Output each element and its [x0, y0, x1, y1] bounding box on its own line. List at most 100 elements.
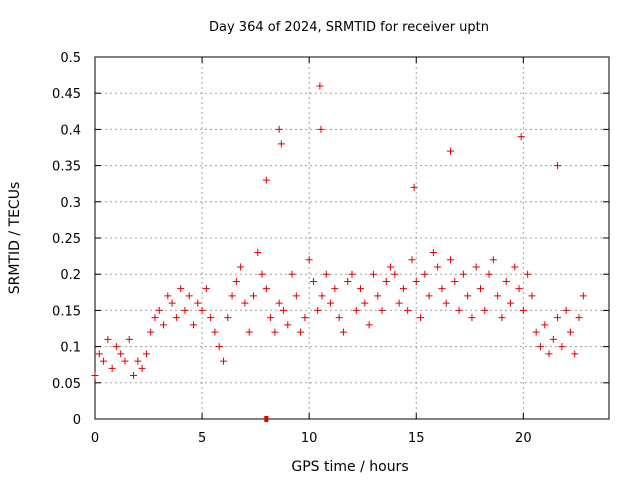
data-point: [224, 314, 232, 322]
data-point: [130, 372, 138, 380]
data-point: [202, 285, 210, 293]
data-point: [391, 270, 399, 278]
data-point: [412, 277, 420, 285]
data-point: [284, 321, 292, 329]
data-point: [121, 357, 129, 365]
data-point: [374, 292, 382, 300]
data-point: [275, 125, 283, 133]
data-point: [434, 263, 442, 271]
data-point: [292, 292, 300, 300]
data-point: [277, 140, 285, 148]
data-point: [382, 277, 390, 285]
data-point: [532, 328, 540, 336]
data-point: [232, 277, 240, 285]
data-point: [571, 350, 579, 358]
data-point: [125, 335, 133, 343]
data-point: [442, 299, 450, 307]
data-point: [528, 292, 536, 300]
data-point: [164, 292, 172, 300]
data-point: [554, 314, 562, 322]
data-point: [468, 314, 476, 322]
data-point: [198, 306, 206, 314]
data-point: [177, 285, 185, 293]
y-tick-label: 0.05: [52, 377, 81, 392]
data-point: [91, 372, 99, 380]
data-point: [318, 292, 326, 300]
data-point: [348, 270, 356, 278]
data-point: [352, 306, 360, 314]
data-point: [108, 364, 116, 372]
x-tick-label: 10: [301, 431, 318, 446]
y-tick-label: 0.25: [52, 232, 81, 247]
data-point: [134, 357, 142, 365]
data-point: [297, 328, 305, 336]
data-point: [447, 147, 455, 155]
data-point: [464, 292, 472, 300]
data-point: [579, 292, 587, 300]
data-point: [190, 321, 198, 329]
y-tick-label: 0.4: [60, 123, 81, 138]
data-point: [410, 183, 418, 191]
y-tick-label: 0.35: [52, 160, 81, 175]
data-point: [262, 285, 270, 293]
data-point: [519, 306, 527, 314]
data-point: [365, 321, 373, 329]
data-point: [524, 270, 532, 278]
data-point: [447, 256, 455, 264]
data-point: [117, 350, 125, 358]
data-point: [506, 299, 514, 307]
data-point: [387, 263, 395, 271]
data-point: [262, 176, 270, 184]
data-point: [339, 328, 347, 336]
data-point: [357, 285, 365, 293]
data-point: [104, 335, 112, 343]
data-point: [498, 314, 506, 322]
data-point: [327, 299, 335, 307]
data-point: [335, 314, 343, 322]
y-tick-label: 0.5: [60, 51, 81, 66]
data-point: [549, 335, 557, 343]
y-tick-label: 0.45: [52, 87, 81, 102]
tick-layer: 0 0.05 0.1 0.15 0.2 0.25 0.3 0.35 0.4 0.45 0.5 0 5 10…: [52, 51, 609, 446]
y-tick-label: 0.3: [60, 196, 81, 211]
data-point: [417, 314, 425, 322]
data-point: [399, 285, 407, 293]
data-point: [305, 256, 313, 264]
data-point: [477, 285, 484, 293]
data-point: [112, 343, 120, 351]
data-point: [95, 350, 103, 358]
x-tick-label: 0: [91, 431, 99, 446]
data-point: [151, 314, 159, 322]
data-point: [160, 321, 168, 329]
data-point: [554, 162, 562, 170]
data-point: [301, 314, 309, 322]
data-point: [100, 357, 108, 365]
data-point: [425, 292, 433, 300]
y-tick-label: 0.1: [60, 341, 81, 356]
data-point: [275, 299, 283, 307]
square-marker: [264, 416, 269, 422]
x-tick-label: 5: [198, 431, 206, 446]
y-tick-label: 0.2: [60, 268, 81, 283]
data-point: [361, 299, 369, 307]
data-point: [481, 306, 489, 314]
data-point: [309, 277, 317, 285]
data-point: [267, 314, 275, 322]
data-point: [511, 263, 519, 271]
data-point: [485, 270, 493, 278]
grid-layer: [95, 57, 609, 419]
data-point: [271, 328, 279, 336]
data-point: [369, 270, 377, 278]
data-point: [395, 299, 403, 307]
data-point: [147, 328, 155, 336]
data-point: [404, 306, 412, 314]
data-point: [455, 306, 463, 314]
data-points: [91, 82, 587, 422]
x-axis-label: GPS time / hours: [291, 459, 408, 475]
data-point: [494, 292, 502, 300]
data-point: [322, 270, 330, 278]
data-point: [194, 299, 202, 307]
data-point: [241, 299, 249, 307]
data-point: [258, 270, 266, 278]
